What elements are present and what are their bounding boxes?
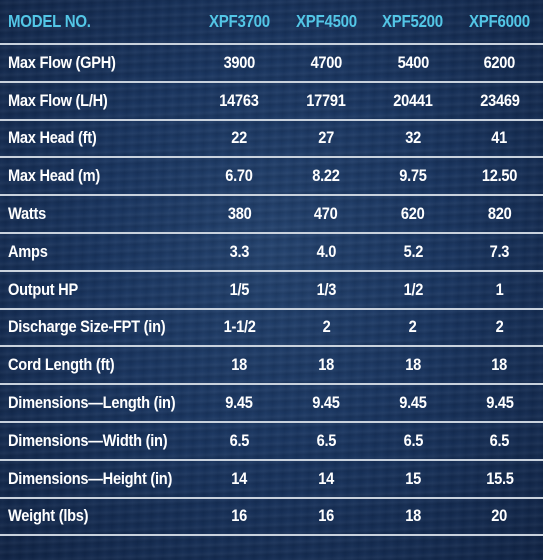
cell-value: 16 (282, 497, 370, 537)
cell-value: 14 (196, 459, 283, 499)
cell-value: 18 (456, 346, 543, 386)
table-row: Max Flow (GPH) 3900 4700 5400 6200 (0, 44, 543, 83)
model-header-xpf5200: XPF5200 (369, 0, 457, 45)
cell-value: 27 (282, 119, 370, 159)
table-row: Watts 380 470 620 820 (0, 195, 543, 234)
cell-value: 41 (456, 119, 543, 159)
table-row: Amps 3.3 4.0 5.2 7.3 (0, 232, 543, 272)
table-row: Dimensions—Length (in) 9.45 9.45 9.45 9.… (0, 384, 543, 423)
cell-value: 14 (282, 459, 370, 499)
cell-value: 20 (456, 497, 543, 537)
cell-value: 380 (196, 195, 283, 234)
cell-value: 6.5 (196, 421, 283, 461)
cell-value: 2 (456, 308, 543, 348)
cell-value: 15 (369, 459, 457, 499)
row-label: Watts (0, 195, 196, 234)
table-row: Output HP 1/5 1/3 1/2 1 (0, 270, 543, 310)
model-header-xpf6000: XPF6000 (456, 0, 543, 45)
table-row: Max Head (ft) 22 27 32 41 (0, 119, 543, 159)
cell-value: 22 (196, 119, 283, 159)
table-row: Dimensions—Height (in) 14 14 15 15.5 (0, 459, 543, 499)
cell-value: 9.45 (282, 384, 370, 423)
cell-value: 15.5 (456, 459, 543, 499)
cell-value: 5400 (369, 44, 457, 83)
cell-value: 9.75 (369, 157, 457, 197)
cell-value: 6.5 (282, 421, 370, 461)
table-row: Dimensions—Width (in) 6.5 6.5 6.5 6.5 (0, 421, 543, 461)
cell-value: 9.45 (369, 384, 457, 423)
cell-value: 4.0 (282, 232, 370, 272)
cell-value: 6.5 (369, 421, 457, 461)
cell-value: 23469 (456, 81, 543, 121)
model-header-xpf3700: XPF3700 (196, 0, 283, 45)
table-row: Max Head (m) 6.70 8.22 9.75 12.50 (0, 157, 543, 197)
cell-value: 6.70 (196, 157, 283, 197)
row-label: Dimensions—Height (in) (0, 459, 196, 499)
row-label: Output HP (0, 270, 196, 310)
specifications-table: MODEL NO. XPF3700 XPF4500 XPF5200 XPF600… (0, 0, 543, 537)
row-label: Dimensions—Width (in) (0, 421, 196, 461)
cell-value: 9.45 (456, 384, 543, 423)
cell-value: 8.22 (282, 157, 370, 197)
cell-value: 470 (282, 195, 370, 234)
row-label: Cord Length (ft) (0, 346, 196, 386)
cell-value: 6.5 (456, 421, 543, 461)
cell-value: 1-1/2 (196, 308, 283, 348)
row-label: Dimensions—Length (in) (0, 384, 196, 423)
cell-value: 5.2 (369, 232, 457, 272)
cell-value: 1/2 (369, 270, 457, 310)
row-label: Max Flow (GPH) (0, 44, 196, 83)
cell-value: 2 (282, 308, 370, 348)
cell-value: 32 (369, 119, 457, 159)
cell-value: 1/5 (196, 270, 283, 310)
cell-value: 18 (282, 346, 370, 386)
row-label: Max Head (ft) (0, 119, 196, 159)
row-label: Amps (0, 232, 196, 272)
cell-value: 20441 (369, 81, 457, 121)
row-label: Max Head (m) (0, 157, 196, 197)
cell-value: 3.3 (196, 232, 283, 272)
table-row: Max Flow (L/H) 14763 17791 20441 23469 (0, 81, 543, 121)
cell-value: 4700 (282, 44, 370, 83)
cell-value: 18 (369, 346, 457, 386)
cell-value: 1/3 (282, 270, 370, 310)
cell-value: 2 (369, 308, 457, 348)
cell-value: 18 (196, 346, 283, 386)
model-header-xpf4500: XPF4500 (282, 0, 370, 45)
cell-value: 14763 (196, 81, 283, 121)
cell-value: 1 (456, 270, 543, 310)
cell-value: 16 (196, 497, 283, 537)
cell-value: 7.3 (456, 232, 543, 272)
cell-value: 18 (369, 497, 457, 537)
row-label: Max Flow (L/H) (0, 81, 196, 121)
model-no-header: MODEL NO. (0, 0, 196, 45)
header-row: MODEL NO. XPF3700 XPF4500 XPF5200 XPF600… (0, 0, 543, 45)
row-label: Discharge Size-FPT (in) (0, 308, 196, 348)
cell-value: 17791 (282, 81, 370, 121)
cell-value: 3900 (196, 44, 283, 83)
table-row: Discharge Size-FPT (in) 1-1/2 2 2 2 (0, 308, 543, 348)
table-row: Weight (lbs) 16 16 18 20 (0, 497, 543, 537)
cell-value: 620 (369, 195, 457, 234)
table-row: Cord Length (ft) 18 18 18 18 (0, 346, 543, 386)
cell-value: 12.50 (456, 157, 543, 197)
cell-value: 9.45 (196, 384, 283, 423)
cell-value: 820 (456, 195, 543, 234)
cell-value: 6200 (456, 44, 543, 83)
row-label: Weight (lbs) (0, 497, 196, 537)
